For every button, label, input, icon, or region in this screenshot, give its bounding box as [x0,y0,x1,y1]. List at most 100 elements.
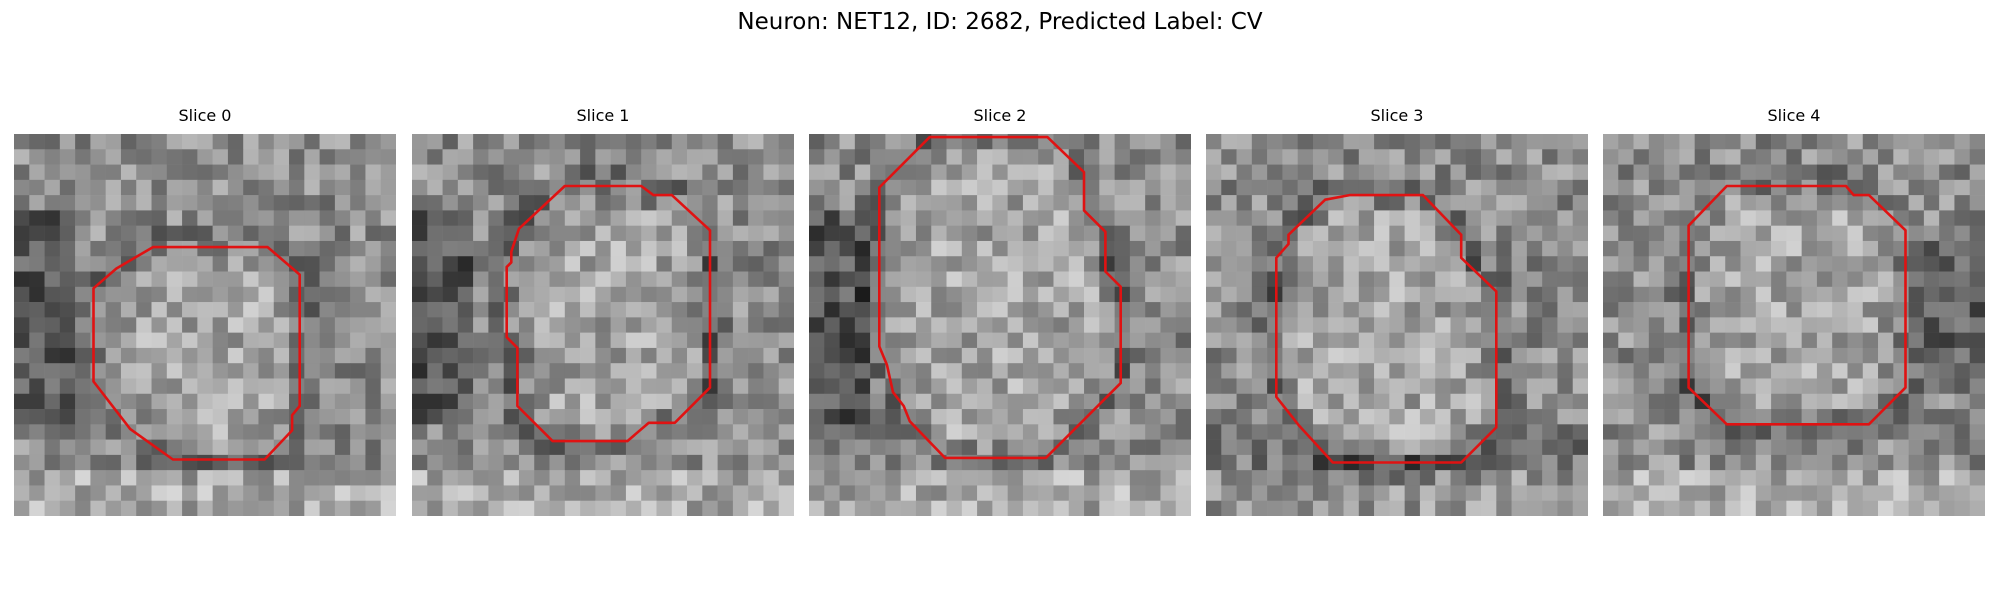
image-pixel [59,225,76,242]
image-pixel [1435,256,1451,272]
image-pixel [1068,470,1085,486]
image-pixel [1419,424,1436,440]
image-pixel [625,424,642,440]
image-pixel [1969,210,1985,226]
image-pixel [319,164,336,181]
image-pixel [870,500,886,516]
image-pixel [1633,286,1650,303]
image-pixel [166,240,183,257]
image-pixel [625,256,642,272]
image-pixel [334,347,351,364]
image-pixel [151,286,168,303]
image-pixel [1053,378,1070,395]
image-pixel [289,149,305,165]
image-pixel [243,500,259,516]
image-pixel [304,332,320,349]
image-pixel [778,363,794,379]
image-pixel [931,454,947,471]
image-pixel [182,332,198,349]
image-pixel [1236,363,1253,379]
image-pixel [1847,409,1864,425]
image-pixel [1862,454,1879,471]
image-pixel [809,500,825,516]
image-pixel [1099,210,1115,226]
image-pixel [763,363,780,379]
image-pixel [90,195,106,211]
image-pixel [1435,164,1451,181]
image-pixel [1297,256,1314,272]
image-pixel [319,302,336,318]
image-pixel [1312,149,1329,165]
image-pixel [610,332,627,349]
image-pixel [273,240,290,257]
image-pixel [1954,393,1971,410]
image-pixel [1786,317,1802,333]
image-pixel [1419,347,1436,364]
image-pixel [1542,164,1558,181]
image-pixel [75,470,91,486]
image-pixel [1847,240,1864,257]
image-pixel [1297,470,1314,486]
image-pixel [1450,409,1467,425]
image-pixel [763,409,780,425]
image-pixel [365,347,382,364]
image-pixel [1297,134,1314,150]
image-pixel [977,317,993,333]
image-pixel [442,302,459,318]
image-pixel [1053,409,1070,425]
image-pixel [473,378,489,395]
image-pixel [120,500,137,516]
image-pixel [75,225,91,242]
image-pixel [1771,470,1787,486]
image-pixel [1526,271,1543,288]
image-pixel [304,302,320,318]
image-pixel [656,240,673,257]
image-pixel [136,134,152,150]
image-pixel [197,347,213,364]
image-pixel [717,347,734,364]
image-pixel [534,332,550,349]
image-pixel [1312,470,1329,486]
image-pixel [549,363,566,379]
image-pixel [243,240,259,257]
image-pixel [1358,363,1375,379]
image-pixel [1435,271,1451,288]
image-pixel [1862,470,1879,486]
image-pixel [442,485,459,502]
image-pixel [1572,454,1588,471]
image-pixel [1328,302,1344,318]
image-pixel [1969,317,1985,333]
image-pixel [1618,302,1634,318]
image-pixel [227,439,244,456]
image-pixel [732,393,749,410]
image-pixel [1465,225,1482,242]
image-pixel [1099,332,1115,349]
image-pixel [14,454,30,471]
image-pixel [304,439,320,456]
image-pixel [380,149,396,165]
image-pixel [1816,164,1833,181]
image-pixel [1129,317,1146,333]
image-pixel [427,485,443,502]
image-pixel [350,439,366,456]
image-pixel [1939,225,1955,242]
image-pixel [120,485,137,502]
image-pixel [564,363,581,379]
image-pixel [1251,256,1268,272]
image-pixel [534,470,550,486]
image-pixel [14,317,30,333]
image-pixel [1496,500,1512,516]
image-pixel [151,149,168,165]
image-pixel [1557,378,1574,395]
image-pixel [166,347,183,364]
image-pixel [1633,500,1650,516]
image-pixel [1343,332,1360,349]
image-pixel [1832,256,1848,272]
image-pixel [1435,485,1451,502]
image-pixel [151,424,168,440]
image-pixel [457,195,474,211]
image-pixel [29,134,45,150]
image-pixel [1297,302,1314,318]
image-pixel [702,424,718,440]
image-pixel [1251,470,1268,486]
